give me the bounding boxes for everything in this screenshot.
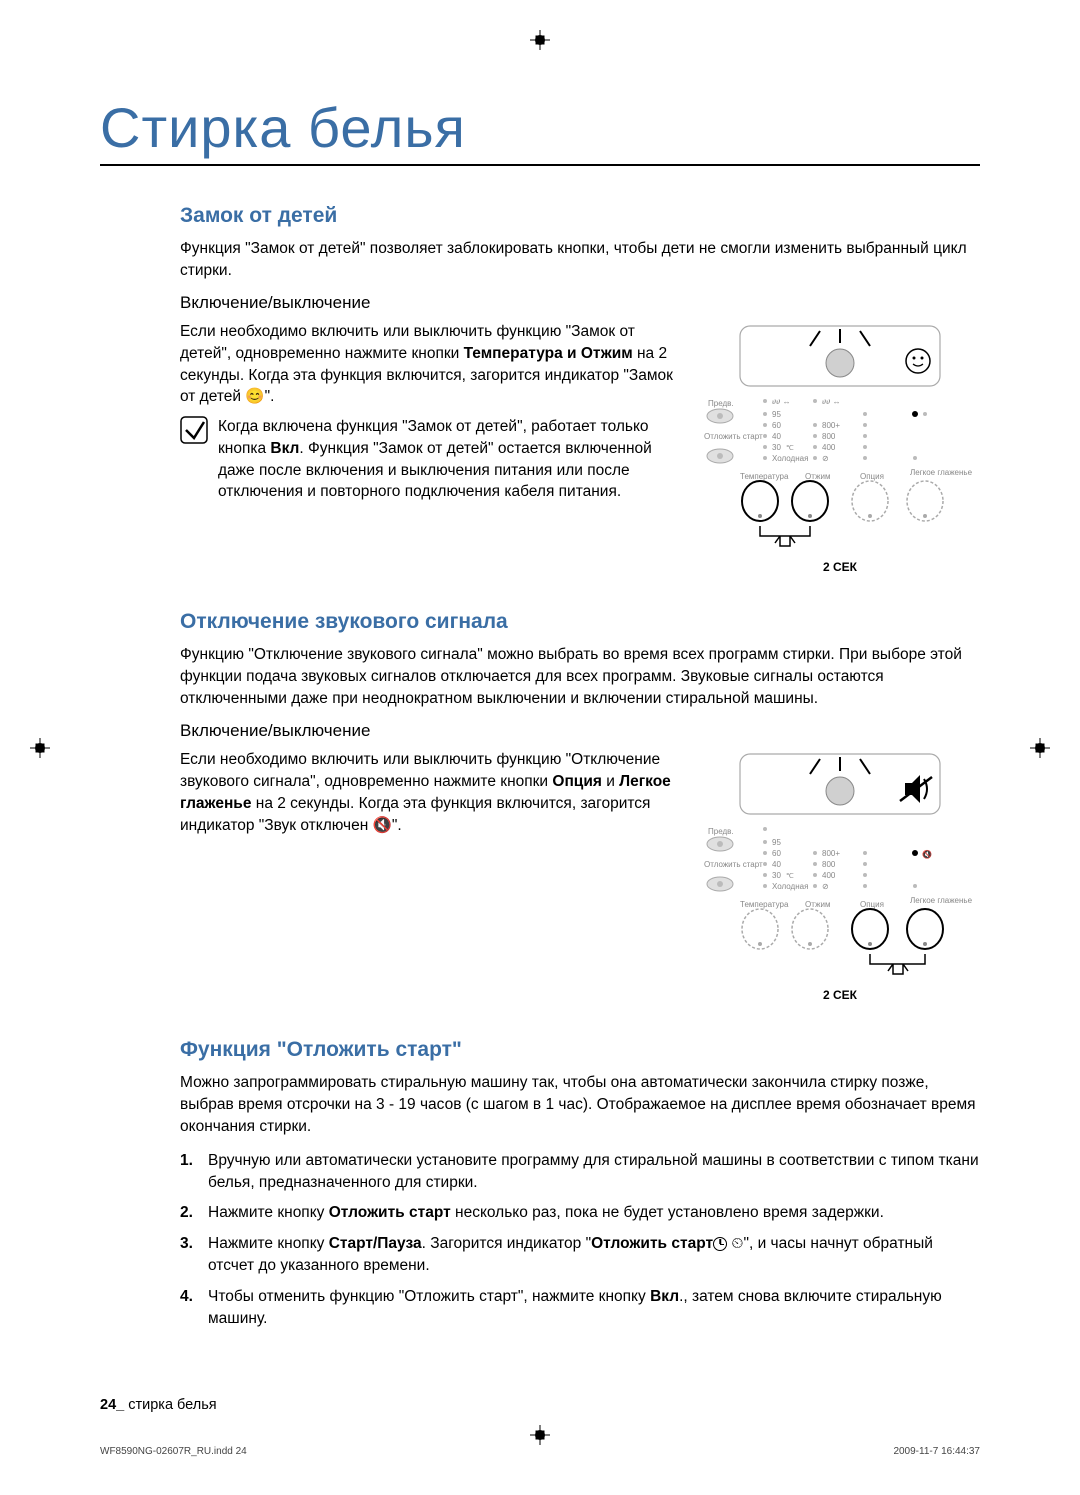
page-footer: 24_ стирка белья [100, 1397, 217, 1413]
text-part: и [602, 773, 619, 790]
section-title: Замок от детей [180, 204, 980, 228]
print-mark-top [530, 30, 550, 50]
svg-text:400: 400 [822, 871, 836, 880]
svg-text:Опция: Опция [860, 900, 884, 909]
svg-text:800+: 800+ [822, 421, 840, 430]
note-icon [180, 416, 208, 444]
step-number: 4. [180, 1286, 200, 1331]
svg-text:Температура: Температура [740, 900, 789, 909]
section-sound-off: Отключение звукового сигнала Функцию "От… [180, 610, 980, 1002]
svg-text:🔇: 🔇 [922, 849, 932, 859]
step-text: Чтобы отменить функцию "Отложить старт",… [208, 1286, 980, 1331]
svg-text:30: 30 [772, 443, 781, 452]
footer-label: стирка белья [124, 1397, 216, 1413]
steps-list: 1. Вручную или автоматически установите … [180, 1150, 980, 1331]
svg-text:℃: ℃ [786, 873, 794, 880]
section-title: Функция "Отложить старт" [180, 1038, 980, 1062]
svg-text:Предв.: Предв. [708, 399, 734, 408]
print-mark-bottom [530, 1425, 550, 1445]
page-title: Стирка белья [100, 95, 980, 166]
text-part: на 2 секунды. Когда эта функция включитс… [180, 795, 650, 834]
note-row: Когда включена функция "Замок от детей",… [180, 416, 680, 503]
svg-text:400: 400 [822, 443, 836, 452]
svg-text:Температура: Температура [740, 472, 789, 481]
svg-text:800+: 800+ [822, 849, 840, 858]
text-bold: Вкл [270, 440, 299, 457]
svg-text:40: 40 [772, 432, 781, 441]
section-subtitle: Включение/выключение [180, 721, 980, 741]
note-text: Когда включена функция "Замок от детей",… [218, 416, 680, 503]
imprint-right: 2009-11-7 16:44:37 [893, 1446, 980, 1457]
svg-text:Легкое глаженье: Легкое глаженье [910, 468, 973, 477]
section-intro: Функцию "Отключение звукового сигнала" м… [180, 644, 980, 709]
list-item: 3. Нажмите кнопку Старт/Пауза. Загорится… [180, 1233, 980, 1278]
section-intro: Можно запрограммировать стиральную машин… [180, 1072, 980, 1137]
svg-text:60: 60 [772, 421, 781, 430]
step-number: 2. [180, 1202, 200, 1224]
svg-text:800: 800 [822, 860, 836, 869]
section-subtitle: Включение/выключение [180, 293, 980, 313]
text-bold: Температура и Отжим [464, 345, 633, 362]
body-text: Если необходимо включить или выключить ф… [180, 749, 680, 836]
panel-caption: 2 СЕК [700, 560, 980, 574]
panel-caption: 2 СЕК [700, 988, 980, 1002]
panel-illustration-1: Предв. Отложить старт ሀሀ ↔ ሀሀ ↔ 95 60 80… [700, 321, 980, 574]
svg-text:60: 60 [772, 849, 781, 858]
svg-text:40: 40 [772, 860, 781, 869]
svg-text:ሀሀ ↔: ሀሀ ↔ [772, 397, 791, 406]
list-item: 4. Чтобы отменить функцию "Отложить стар… [180, 1286, 980, 1331]
step-number: 3. [180, 1233, 200, 1278]
list-item: 1. Вручную или автоматически установите … [180, 1150, 980, 1195]
svg-text:Отложить старт: Отложить старт [704, 860, 763, 869]
svg-text:⊘: ⊘ [822, 454, 829, 463]
step-text: Нажмите кнопку Старт/Пауза. Загорится ин… [208, 1233, 980, 1278]
svg-text:⊘: ⊘ [822, 882, 829, 891]
svg-text:℃: ℃ [786, 445, 794, 452]
svg-text:Холодная: Холодная [772, 882, 808, 891]
svg-text:800: 800 [822, 432, 836, 441]
section-intro: Функция "Замок от детей" позволяет забло… [180, 238, 980, 281]
step-text: Вручную или автоматически установите про… [208, 1150, 980, 1195]
svg-text:95: 95 [772, 838, 781, 847]
clock-icon [713, 1237, 727, 1251]
svg-text:Холодная: Холодная [772, 454, 808, 463]
imprint-row: WF8590NG-02607R_RU.indd 24 2009-11-7 16:… [100, 1446, 980, 1457]
list-item: 2. Нажмите кнопку Отложить старт несколь… [180, 1202, 980, 1224]
section-delay-start: Функция "Отложить старт" Можно запрограм… [180, 1038, 980, 1330]
svg-text:Легкое глаженье: Легкое глаженье [910, 896, 973, 905]
step-text: Нажмите кнопку Отложить старт несколько … [208, 1202, 884, 1224]
page-number: 24_ [100, 1397, 124, 1413]
body-text: Если необходимо включить или выключить ф… [180, 321, 680, 408]
svg-text:95: 95 [772, 410, 781, 419]
svg-text:Отжим: Отжим [805, 472, 830, 481]
text-bold: Опция [552, 773, 602, 790]
print-mark-left [30, 738, 50, 758]
svg-text:Опция: Опция [860, 472, 884, 481]
svg-text:Отжим: Отжим [805, 900, 830, 909]
section-title: Отключение звукового сигнала [180, 610, 980, 634]
content-area: Замок от детей Функция "Замок от детей" … [100, 204, 980, 1331]
panel-illustration-2: Предв. Отложить старт 95 60 800+ 40 800 … [700, 749, 980, 1002]
section-child-lock: Замок от детей Функция "Замок от детей" … [180, 204, 980, 574]
step-number: 1. [180, 1150, 200, 1195]
svg-text:Предв.: Предв. [708, 827, 734, 836]
svg-text:Отложить старт: Отложить старт [704, 432, 763, 441]
svg-text:30: 30 [772, 871, 781, 880]
print-mark-right [1030, 738, 1050, 758]
svg-text:ሀሀ ↔: ሀሀ ↔ [822, 397, 841, 406]
imprint-left: WF8590NG-02607R_RU.indd 24 [100, 1446, 247, 1457]
